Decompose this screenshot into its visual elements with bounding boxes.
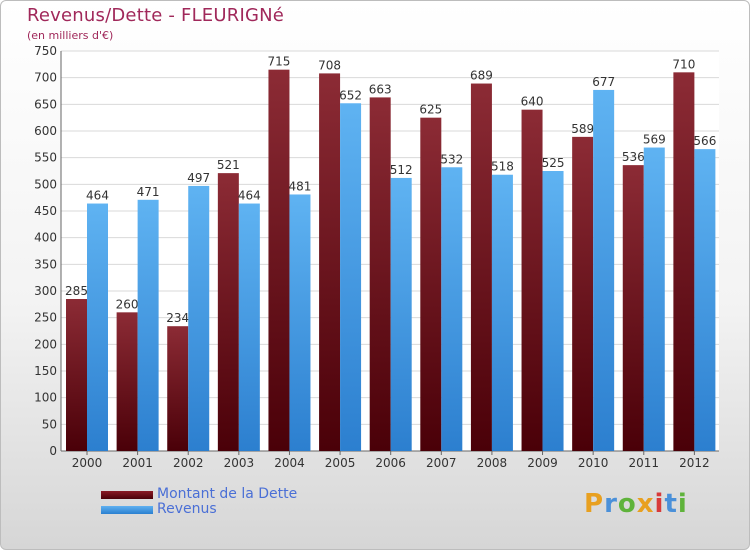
data-label-dette: 234: [166, 311, 189, 325]
bar-revenus: [542, 171, 564, 451]
legend-swatch-dette: [101, 491, 153, 499]
legend-label-revenus: Revenus: [157, 501, 217, 517]
y-tick-label: 300: [34, 284, 57, 298]
bar-revenus: [87, 203, 108, 451]
data-label-revenus: 512: [390, 163, 413, 177]
x-tick-label: 2009: [527, 456, 558, 470]
legend-label-dette: Montant de la Dette: [157, 486, 298, 502]
bar-revenus: [340, 103, 362, 452]
x-tick-label: 2002: [173, 456, 204, 470]
data-label-revenus: 464: [238, 189, 261, 203]
data-label-revenus: 464: [86, 189, 109, 203]
data-label-dette: 589: [571, 122, 594, 136]
bar-dette: [66, 299, 87, 451]
y-tick-label: 250: [34, 311, 57, 325]
data-label-dette: 710: [672, 57, 695, 71]
data-label-revenus: 518: [491, 160, 514, 174]
x-tick-label: 2006: [375, 456, 406, 470]
x-tick-label: 2010: [578, 456, 609, 470]
bar-dette: [572, 136, 594, 451]
y-tick-label: 50: [42, 417, 57, 431]
bar-revenus: [643, 147, 665, 452]
x-tick-label: 2000: [72, 456, 103, 470]
y-tick-label: 350: [34, 257, 57, 271]
data-label-revenus: 532: [440, 152, 463, 166]
bar-dette: [268, 69, 290, 452]
y-tick-label: 550: [34, 151, 57, 165]
y-tick-label: 600: [34, 124, 57, 138]
data-label-dette: 285: [65, 284, 88, 298]
chart-title: Revenus/Dette - FLEURIGNé: [27, 5, 285, 26]
x-tick-label: 2012: [679, 456, 710, 470]
y-tick-label: 100: [34, 391, 57, 405]
x-tick-label: 2011: [628, 456, 659, 470]
bar-dette: [470, 83, 492, 452]
data-label-revenus: 471: [137, 185, 160, 199]
bar-dette: [319, 73, 341, 452]
data-label-dette: 689: [470, 69, 493, 83]
y-tick-label: 200: [34, 337, 57, 351]
data-label-dette: 715: [268, 55, 291, 69]
bar-dette: [521, 109, 543, 452]
y-tick-label: 650: [34, 97, 57, 111]
bar-revenus: [289, 194, 311, 451]
y-tick-label: 700: [34, 71, 57, 85]
bar-revenus: [390, 177, 412, 451]
legend-swatch-revenus: [101, 506, 153, 514]
y-tick-label: 400: [34, 231, 57, 245]
y-tick-label: 150: [34, 364, 57, 378]
y-tick-label: 750: [34, 44, 57, 58]
bar-dette: [116, 312, 138, 451]
data-label-dette: 640: [521, 95, 544, 109]
bar-revenus: [491, 174, 513, 451]
chart-subtitle: (en milliers d'€): [27, 29, 114, 42]
data-label-revenus: 677: [592, 75, 615, 89]
x-tick-label: 2008: [477, 456, 508, 470]
data-label-dette: 536: [622, 150, 645, 164]
data-label-revenus: 481: [289, 179, 312, 193]
y-tick-label: 500: [34, 177, 57, 191]
data-label-revenus: 525: [542, 156, 565, 170]
bar-revenus: [238, 203, 260, 451]
x-tick-label: 2005: [325, 456, 356, 470]
bar-dette: [217, 173, 239, 451]
data-label-dette: 521: [217, 158, 240, 172]
y-tick-label: 450: [34, 204, 57, 218]
data-label-dette: 625: [419, 103, 442, 117]
bar-revenus: [441, 167, 463, 451]
x-tick-label: 2001: [122, 456, 153, 470]
bar-revenus: [593, 89, 615, 451]
bar-revenus: [188, 185, 210, 451]
data-label-revenus: 569: [643, 133, 666, 147]
data-label-revenus: 652: [339, 88, 362, 102]
bar-revenus: [137, 199, 159, 451]
x-tick-label: 2004: [274, 456, 305, 470]
y-tick-label: 0: [49, 444, 57, 458]
x-tick-label: 2007: [426, 456, 457, 470]
bar-dette: [167, 326, 189, 451]
data-label-dette: 708: [318, 58, 341, 72]
data-label-dette: 663: [369, 82, 392, 96]
data-label-revenus: 497: [187, 171, 210, 185]
bar-dette: [673, 72, 695, 451]
bar-dette: [369, 97, 391, 452]
data-label-dette: 260: [116, 297, 139, 311]
x-tick-label: 2003: [224, 456, 255, 470]
proxiti-logo: Proxiti: [584, 489, 688, 519]
bar-revenus: [694, 149, 716, 451]
bar-dette: [420, 117, 442, 452]
data-label-revenus: 566: [693, 134, 716, 148]
bar-dette: [622, 165, 644, 451]
